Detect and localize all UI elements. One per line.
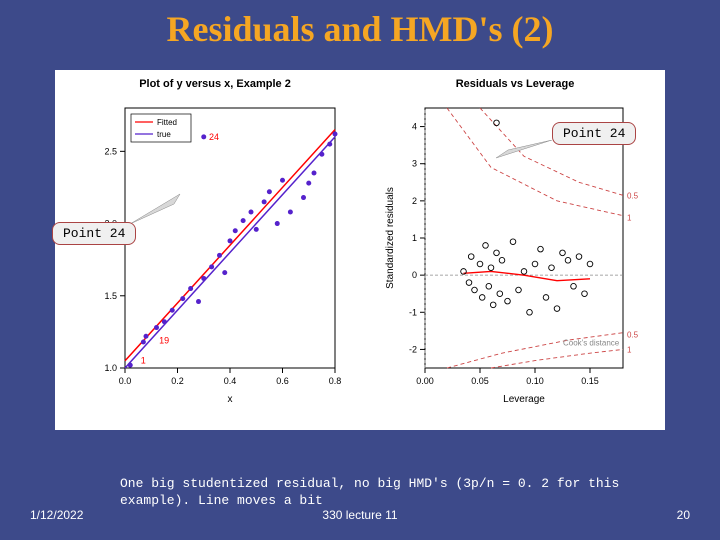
svg-text:1: 1 — [141, 356, 146, 366]
svg-text:0.5: 0.5 — [627, 331, 639, 340]
scatter-chart-left: Plot of y versus x, Example 2 0.00.20.40… — [75, 78, 355, 418]
svg-text:4: 4 — [412, 122, 417, 132]
callout-point24-right: Point 24 — [552, 122, 636, 145]
svg-text:x: x — [228, 394, 233, 405]
callout-point24-left: Point 24 — [52, 222, 136, 245]
svg-text:-1: -1 — [409, 307, 417, 317]
svg-text:1: 1 — [627, 214, 632, 223]
svg-text:Leverage: Leverage — [503, 394, 545, 405]
svg-text:0.6: 0.6 — [276, 376, 289, 386]
svg-text:0.8: 0.8 — [329, 376, 342, 386]
svg-text:Standardized residuals: Standardized residuals — [385, 187, 396, 289]
svg-text:Cook's distance: Cook's distance — [563, 339, 620, 348]
svg-text:0.0: 0.0 — [119, 376, 132, 386]
slide-title: Residuals and HMD's (2) — [0, 0, 720, 50]
svg-text:0.10: 0.10 — [526, 376, 544, 386]
svg-text:0.15: 0.15 — [581, 376, 599, 386]
callout-pointer-left — [130, 190, 200, 230]
svg-text:1: 1 — [412, 233, 417, 243]
svg-text:0: 0 — [412, 270, 417, 280]
svg-text:19: 19 — [159, 335, 169, 345]
svg-text:2: 2 — [412, 196, 417, 206]
svg-text:0.4: 0.4 — [224, 376, 237, 386]
svg-text:0.00: 0.00 — [416, 376, 434, 386]
svg-text:true: true — [157, 130, 171, 139]
svg-text:0.5: 0.5 — [627, 191, 639, 200]
svg-text:1: 1 — [627, 345, 632, 354]
svg-text:3: 3 — [412, 159, 417, 169]
svg-text:Fitted: Fitted — [157, 118, 177, 127]
svg-text:-2: -2 — [409, 344, 417, 354]
svg-text:2.5: 2.5 — [104, 146, 117, 156]
svg-text:0.2: 0.2 — [171, 376, 184, 386]
svg-text:1.5: 1.5 — [104, 291, 117, 301]
svg-text:0.05: 0.05 — [471, 376, 489, 386]
callout-pointer-right — [490, 140, 560, 170]
svg-text:1.0: 1.0 — [104, 363, 117, 373]
chart-left-svg: 0.00.20.40.60.8x1.01.52.02.524191Fittedt… — [75, 78, 355, 418]
svg-text:24: 24 — [209, 132, 219, 142]
footer-center: 330 lecture 11 — [0, 508, 720, 522]
slide-caption: One big studentized residual, no big HMD… — [120, 476, 640, 510]
footer-page: 20 — [677, 508, 690, 522]
